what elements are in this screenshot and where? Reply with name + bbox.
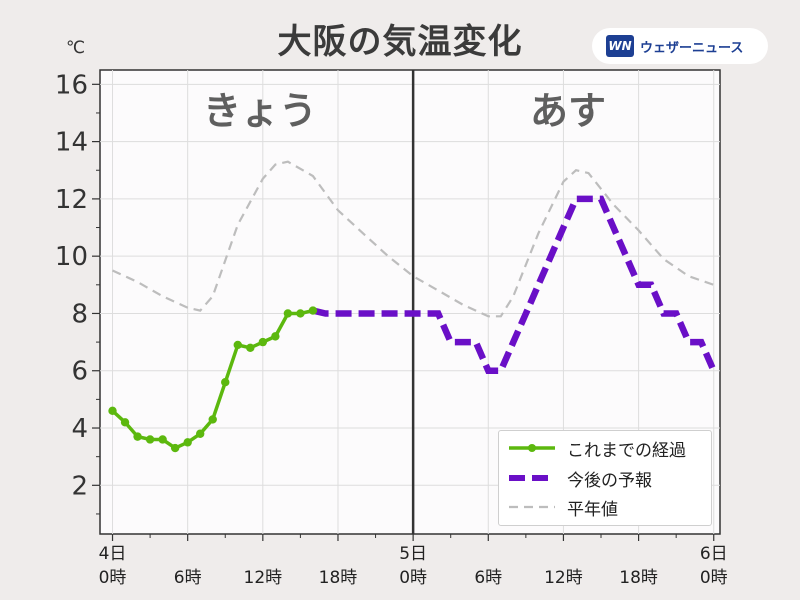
series-observed-point [296, 309, 305, 318]
y-tick-label: 4 [71, 414, 88, 444]
legend-swatch-forecast [509, 475, 555, 481]
y-axis-unit: ℃ [66, 38, 86, 58]
x-tick-label-hour: 0時 [99, 568, 127, 588]
series-observed-point [233, 340, 242, 350]
x-tick-label-hour: 12時 [544, 568, 583, 588]
series-observed-point [283, 309, 293, 318]
day-label-tomorrow: あす [530, 89, 607, 133]
x-tick-label-hour: 6時 [174, 568, 202, 588]
series-observed-point [208, 415, 217, 424]
y-tick-label: 8 [71, 299, 88, 329]
series-observed-point [170, 443, 180, 453]
x-tick-label-hour: 6時 [474, 568, 502, 588]
series-observed-point [183, 438, 192, 447]
legend-item-normal: 平年値 [499, 495, 711, 520]
x-tick-label-hour: 18時 [619, 568, 658, 588]
x-tick-label-day: 4日 [99, 544, 127, 564]
day-label-today: きょう [203, 89, 318, 133]
legend-label-observed: これまでの経過 [567, 440, 686, 461]
series-observed-point [108, 406, 117, 416]
series-observed-point [196, 429, 205, 438]
legend-label-forecast: 今後の予報 [567, 470, 652, 491]
x-tick-label-day: 5日 [399, 544, 427, 564]
page-title: 大阪の気温変化 [277, 22, 523, 62]
series-observed-point [158, 435, 167, 444]
series-observed-point [258, 337, 268, 347]
y-tick-label: 10 [55, 242, 88, 272]
legend: これまでの経過 今後の予報 平年値 [498, 430, 712, 526]
y-tick-label: 12 [55, 185, 88, 215]
legend-item-forecast: 今後の予報 [499, 466, 711, 491]
series-layer [108, 160, 717, 453]
series-observed-point [145, 435, 155, 444]
series-observed-point [246, 343, 255, 353]
y-tick-label: 2 [71, 471, 88, 501]
weathernews-logo: WN ウェザーニュース [592, 28, 768, 64]
series-forecast-line [312, 195, 717, 374]
x-tick-label-day: 6日 [700, 544, 728, 564]
logo-text: ウェザーニュース [640, 40, 744, 56]
x-axis: 4日 0時 6時 12時 18時 5日 0時 6時 12時 18時 6日 0時 [99, 534, 728, 588]
series-observed-point [271, 332, 280, 341]
logo-mark-icon: WN [606, 35, 634, 57]
x-tick-label-hour: 12時 [244, 568, 283, 588]
legend-label-normal: 平年値 [567, 499, 618, 520]
legend-swatch-observed [509, 444, 555, 452]
x-tick-label-hour: 18時 [319, 568, 358, 588]
legend-swatch-normal [509, 505, 555, 509]
series-observed-point [221, 377, 230, 387]
x-tick-label-hour: 0時 [700, 568, 728, 588]
series-observed-point [308, 306, 318, 315]
x-tick-label-hour: 0時 [399, 568, 427, 588]
legend-item-observed: これまでの経過 [499, 436, 711, 461]
y-axis: 2 4 6 8 10 12 14 16 [55, 70, 100, 515]
series-normal-line [112, 160, 715, 318]
series-observed-point [133, 432, 142, 441]
y-tick-label: 16 [55, 70, 88, 100]
series-observed-point [120, 418, 130, 427]
y-tick-label: 6 [71, 357, 88, 387]
y-tick-label: 14 [55, 128, 88, 158]
